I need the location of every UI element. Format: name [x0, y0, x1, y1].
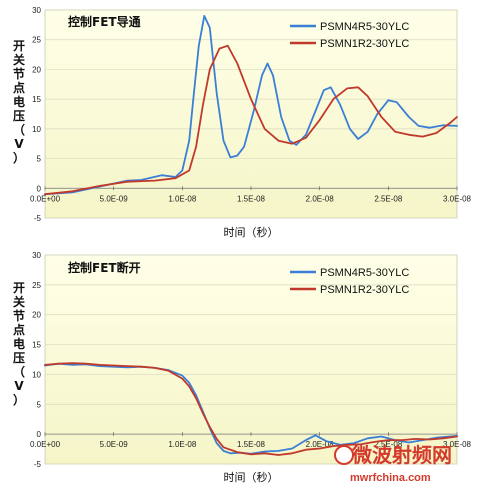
- x-axis-label: 时间（秒）: [224, 470, 279, 484]
- y-tick-label: 15: [32, 341, 41, 350]
- y-tick-label: -5: [34, 214, 42, 223]
- legend-label: PSMN4R5-30YLC: [320, 21, 409, 33]
- watermark-logo-icon: [334, 445, 354, 465]
- y-tick-label: 20: [32, 311, 41, 320]
- y-tick-label: 30: [32, 6, 41, 15]
- plot-area: [44, 254, 458, 465]
- x-tick-label: 1.0E-08: [168, 194, 197, 203]
- y-tick-label: 15: [32, 95, 41, 104]
- series-line: [44, 362, 458, 456]
- x-tick-label: 0.0E+00: [30, 194, 61, 203]
- y-tick-label: 0: [37, 184, 42, 193]
- x-tick-label: 5.0E-09: [100, 440, 129, 449]
- chart-title: 控制FET断开: [68, 260, 141, 275]
- x-tick-label: 1.0E-08: [168, 440, 197, 449]
- watermark-cn: 微波射频网: [351, 443, 452, 467]
- series-line: [44, 15, 458, 196]
- y-tick-label: 30: [32, 251, 41, 260]
- y-axis-label: 开关节点电压（ V）: [13, 39, 25, 165]
- legend-label: PSMN1R2-30YLC: [320, 284, 409, 296]
- y-tick-label: 20: [32, 65, 41, 74]
- y-tick-label: 5: [37, 155, 42, 164]
- x-tick-label: 3.0E-08: [443, 440, 472, 449]
- watermark: 微波射频网 mwrfchina.com: [334, 443, 452, 484]
- watermark-url: mwrfchina.com: [350, 472, 431, 484]
- x-tick-label: 2.0E-08: [306, 440, 335, 449]
- y-tick-label: 5: [37, 400, 42, 409]
- x-tick-label: 5.0E-09: [100, 194, 129, 203]
- x-tick-label: 2.0E-08: [306, 194, 335, 203]
- chart-bottom: -5 0 5 10 15 20 25 30 0.0E+00 5.0E-09 1.0E-08 1.5E-…: [13, 251, 472, 484]
- y-tick-label: 10: [32, 125, 41, 134]
- y-tick-label: 10: [32, 370, 41, 379]
- x-tick-label: 1.5E-08: [237, 440, 266, 449]
- series-line: [44, 362, 458, 455]
- chart-top: -5 0 5 10 15 20 25 30 0.0E+00 5.0E-09 1.0E-08 1.5E-…: [13, 6, 472, 239]
- x-tick-label: 3.0E-08: [443, 194, 472, 203]
- x-tick-label: 1.5E-08: [237, 194, 266, 203]
- y-axis-label: 开关节点电压（ V）: [13, 281, 25, 407]
- legend-label: PSMN4R5-30YLC: [320, 267, 409, 279]
- series-line: [44, 44, 458, 196]
- x-tick-label: 0.0E+00: [30, 440, 61, 449]
- x-tick-label: 2.5E-08: [374, 440, 403, 449]
- y-tick-label: 25: [32, 281, 41, 290]
- y-tick-label: 0: [37, 430, 42, 439]
- legend-label: PSMN1R2-30YLC: [320, 38, 409, 50]
- x-tick-label: 2.5E-08: [374, 194, 403, 203]
- chart-title: 控制FET导通: [68, 14, 141, 29]
- y-tick-label: 25: [32, 36, 41, 45]
- x-axis-label: 时间（秒）: [224, 225, 279, 239]
- y-tick-label: -5: [34, 460, 42, 469]
